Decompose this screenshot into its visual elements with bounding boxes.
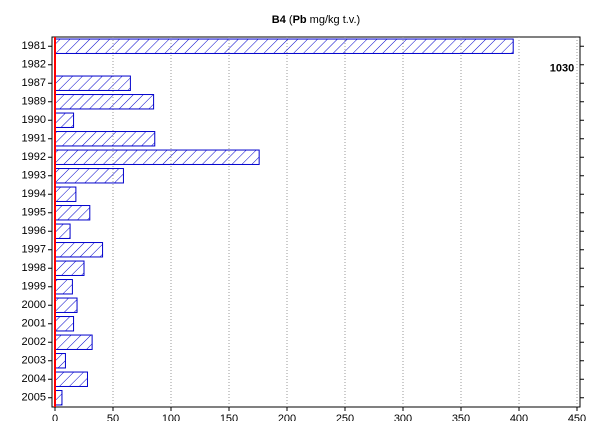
plot-frame: [51, 36, 581, 408]
bar: [54, 38, 514, 54]
y-tick-label: 2000: [22, 299, 46, 311]
bar: [54, 279, 73, 295]
bar: [54, 131, 156, 147]
bar: [54, 260, 85, 276]
annotation: 1030: [550, 63, 574, 75]
bar: [54, 371, 88, 387]
chart-title: B4 (Pb mg/kg t.v.): [272, 14, 360, 26]
y-tick-label: 1991: [22, 133, 46, 145]
bar: [54, 168, 124, 184]
y-tick-label: 1993: [22, 170, 46, 182]
y-tick-label: 1982: [22, 59, 46, 71]
y-tick-label: 1987: [22, 77, 46, 89]
x-tick-label: 0: [52, 413, 58, 421]
y-tick-label: 1998: [22, 262, 46, 274]
x-tick-label: 150: [220, 413, 238, 421]
y-tick-label: 1995: [22, 207, 46, 219]
x-tick-label: 400: [510, 413, 528, 421]
y-tick-label: 1999: [22, 281, 46, 293]
y-tick-label: 2003: [22, 355, 46, 367]
title-part: B4: [272, 14, 287, 26]
x-tick-label: 350: [452, 413, 470, 421]
y-tick-label: 1996: [22, 225, 46, 237]
bar: [54, 75, 131, 91]
bar: [54, 353, 66, 369]
x-tick-label: 300: [394, 413, 412, 421]
y-tick-label: 1989: [22, 96, 46, 108]
bar: [54, 242, 104, 258]
x-tick-label: 450: [568, 413, 586, 421]
bar: [54, 205, 91, 221]
bar: [54, 112, 75, 128]
y-tick-label: 1981: [22, 40, 46, 52]
bar: [54, 297, 78, 313]
x-tick-label: 50: [107, 413, 119, 421]
y-tick-label: 2005: [22, 392, 46, 404]
y-tick-label: 2001: [22, 318, 46, 330]
y-tick-label: 1992: [22, 151, 46, 163]
bar: [54, 334, 93, 350]
title-part: mg/kg t.v.): [307, 14, 361, 26]
x-tick-label: 100: [162, 413, 180, 421]
x-tick-label: 200: [278, 413, 296, 421]
title-part: (: [286, 14, 293, 26]
x-tick-label: 250: [336, 413, 354, 421]
bar: [54, 149, 260, 165]
y-tick-label: 1997: [22, 244, 46, 256]
title-part: Pb: [293, 14, 307, 26]
y-tick-label: 2002: [22, 336, 46, 348]
bar: [54, 316, 75, 332]
y-tick-label: 1994: [22, 188, 46, 200]
bar: [54, 186, 77, 202]
bar: [54, 94, 155, 110]
y-tick-label: 1990: [22, 114, 46, 126]
bar: [54, 390, 63, 406]
bar: [54, 223, 71, 239]
y-tick-label: 2004: [22, 373, 46, 385]
